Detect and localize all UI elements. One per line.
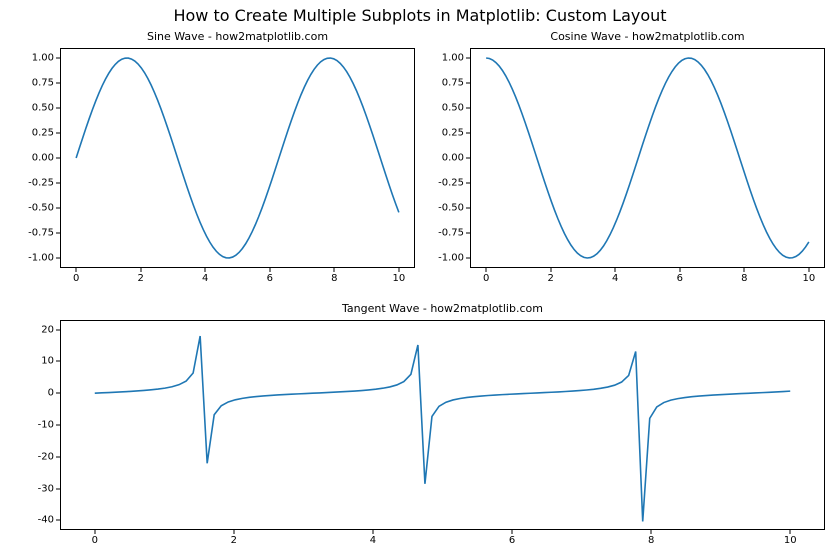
xtick-mark <box>651 530 652 534</box>
ytick-mark <box>56 258 60 259</box>
xtick-label: 10 <box>392 273 405 284</box>
xtick-label: 0 <box>92 535 98 546</box>
subplot-cosine: Cosine Wave - how2matplotlib.com 0246810… <box>470 48 825 268</box>
ytick-label: -0.75 <box>28 228 54 239</box>
xtick-mark <box>334 268 335 272</box>
ytick-label: 0.50 <box>32 103 54 114</box>
ytick-mark <box>56 83 60 84</box>
xtick-label: 10 <box>802 273 815 284</box>
subplot-sine-title: Sine Wave - how2matplotlib.com <box>60 30 415 43</box>
ytick-mark <box>466 58 470 59</box>
ytick-label: 1.00 <box>32 53 54 64</box>
ytick-mark <box>56 58 60 59</box>
ytick-label: -0.25 <box>438 178 464 189</box>
ytick-mark <box>56 158 60 159</box>
xtick-label: 10 <box>784 535 797 546</box>
ytick-mark <box>56 233 60 234</box>
xtick-label: 2 <box>231 535 237 546</box>
ytick-label: 0 <box>48 388 54 399</box>
ytick-label: 0.25 <box>32 128 54 139</box>
ytick-mark <box>466 158 470 159</box>
ytick-label: -0.50 <box>28 203 54 214</box>
ytick-mark <box>56 393 60 394</box>
xtick-mark <box>233 530 234 534</box>
ytick-label: 0.00 <box>32 153 54 164</box>
xtick-label: 6 <box>509 535 515 546</box>
figure-suptitle: How to Create Multiple Subplots in Matpl… <box>0 6 840 25</box>
xtick-label: 2 <box>547 273 553 284</box>
ytick-mark <box>466 83 470 84</box>
xtick-label: 8 <box>331 273 337 284</box>
ytick-mark <box>466 133 470 134</box>
ytick-label: -20 <box>38 451 54 462</box>
subplot-tangent: Tangent Wave - how2matplotlib.com 024681… <box>60 320 825 530</box>
ytick-mark <box>56 456 60 457</box>
subplot-sine: Sine Wave - how2matplotlib.com 0246810-1… <box>60 48 415 268</box>
ytick-mark <box>56 361 60 362</box>
ytick-mark <box>466 183 470 184</box>
xtick-label: 0 <box>73 273 79 284</box>
subplot-cosine-title: Cosine Wave - how2matplotlib.com <box>470 30 825 43</box>
figure: How to Create Multiple Subplots in Matpl… <box>0 0 840 560</box>
ytick-mark <box>466 108 470 109</box>
ytick-label: -0.75 <box>438 228 464 239</box>
xtick-label: 4 <box>612 273 618 284</box>
xtick-mark <box>615 268 616 272</box>
ytick-label: -40 <box>38 515 54 526</box>
ytick-label: 1.00 <box>442 53 464 64</box>
ytick-label: 20 <box>41 324 54 335</box>
xtick-label: 0 <box>483 273 489 284</box>
ytick-mark <box>56 133 60 134</box>
xtick-mark <box>398 268 399 272</box>
xtick-mark <box>679 268 680 272</box>
ytick-label: 0.75 <box>442 78 464 89</box>
ytick-label: -0.50 <box>438 203 464 214</box>
ytick-mark <box>56 520 60 521</box>
ytick-mark <box>56 488 60 489</box>
xtick-label: 4 <box>202 273 208 284</box>
xtick-mark <box>94 530 95 534</box>
xtick-mark <box>486 268 487 272</box>
xtick-label: 2 <box>137 273 143 284</box>
xtick-mark <box>512 530 513 534</box>
ytick-label: 0.50 <box>442 103 464 114</box>
xtick-mark <box>550 268 551 272</box>
ytick-mark <box>56 108 60 109</box>
ytick-mark <box>56 208 60 209</box>
ytick-label: 0.00 <box>442 153 464 164</box>
ytick-mark <box>56 425 60 426</box>
ytick-mark <box>56 329 60 330</box>
ytick-label: -0.25 <box>28 178 54 189</box>
xtick-mark <box>790 530 791 534</box>
xtick-mark <box>372 530 373 534</box>
ytick-mark <box>466 233 470 234</box>
xtick-mark <box>808 268 809 272</box>
ytick-label: -30 <box>38 483 54 494</box>
ytick-label: -1.00 <box>438 253 464 264</box>
subplot-tangent-title: Tangent Wave - how2matplotlib.com <box>60 302 825 315</box>
xtick-label: 8 <box>741 273 747 284</box>
xtick-mark <box>269 268 270 272</box>
ytick-label: 10 <box>41 356 54 367</box>
ytick-label: -1.00 <box>28 253 54 264</box>
ytick-label: 0.25 <box>442 128 464 139</box>
ytick-label: 0.75 <box>32 78 54 89</box>
xtick-label: 8 <box>648 535 654 546</box>
xtick-mark <box>140 268 141 272</box>
xtick-label: 4 <box>370 535 376 546</box>
xtick-label: 6 <box>267 273 273 284</box>
subplot-cosine-line <box>470 48 825 268</box>
xtick-mark <box>744 268 745 272</box>
subplot-sine-line <box>60 48 415 268</box>
xtick-label: 6 <box>677 273 683 284</box>
ytick-mark <box>466 258 470 259</box>
ytick-mark <box>56 183 60 184</box>
ytick-mark <box>466 208 470 209</box>
xtick-mark <box>205 268 206 272</box>
subplot-tangent-line <box>60 320 825 530</box>
xtick-mark <box>76 268 77 272</box>
ytick-label: -10 <box>38 420 54 431</box>
